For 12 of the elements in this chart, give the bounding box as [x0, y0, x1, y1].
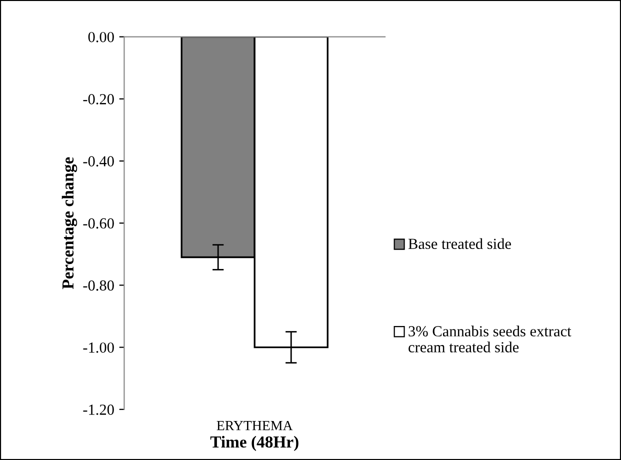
y-axis-title: Percentage change: [62, 157, 78, 290]
x-tick-label: ERYTHEMA: [216, 420, 293, 430]
y-tick-label: -0.60: [83, 218, 114, 229]
legend-label: Base treated side: [408, 238, 511, 250]
y-tick-label: 0.00: [88, 32, 114, 42]
y-tick-label: -1.20: [83, 404, 114, 415]
x-axis-title: Time (48Hr): [210, 436, 298, 451]
legend-label: 3% Cannabis seeds extract cream treated side: [408, 326, 572, 352]
y-tick-label: -0.20: [83, 94, 114, 104]
y-tick-label: -0.80: [83, 280, 114, 291]
y-tick-label: -1.00: [83, 342, 114, 353]
y-tick-label: -0.40: [83, 156, 114, 167]
